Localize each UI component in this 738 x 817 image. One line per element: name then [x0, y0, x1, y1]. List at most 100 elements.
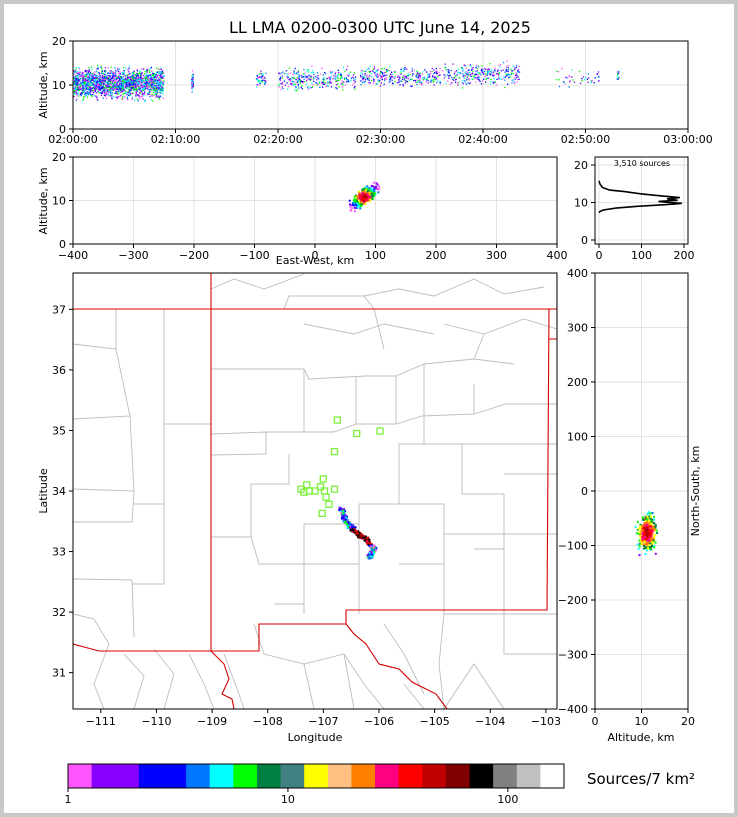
time-height-source [301, 76, 303, 78]
ew-height-source [366, 199, 369, 202]
time-height-source [499, 76, 501, 78]
ns-height-source [648, 528, 651, 531]
time-height-source [472, 72, 474, 74]
time-height-source [104, 70, 107, 72]
time-height-source [147, 74, 149, 76]
lma-station-marker [330, 447, 339, 456]
time-height-source [138, 84, 141, 86]
time-height-source [340, 74, 342, 76]
ew-height-source [373, 190, 376, 192]
time-height-source [152, 91, 155, 94]
time-height-source [278, 86, 280, 88]
time-height-source [373, 68, 375, 70]
time-height-source [471, 73, 473, 75]
time-height-source [92, 77, 95, 79]
time-height-source [101, 77, 103, 79]
time-height-source [389, 78, 392, 81]
time-height-source [129, 90, 131, 92]
time-height-source [307, 88, 309, 90]
ew-height-source [363, 201, 366, 204]
time-height-source [131, 88, 133, 90]
time-height-source [436, 81, 438, 84]
time-height-source [89, 72, 91, 75]
time-height-source [377, 68, 379, 71]
time-height-source [341, 82, 344, 84]
ns-height-source [651, 541, 654, 543]
plan-view-source [373, 548, 376, 551]
time-height-source [593, 82, 595, 84]
time-height-source [153, 79, 155, 81]
time-height-source [151, 86, 153, 88]
time-height-source [366, 74, 368, 76]
time-height-source [417, 80, 419, 82]
time-height-source [485, 68, 487, 70]
time-height-source [112, 96, 115, 98]
time-height-source [381, 76, 383, 78]
time-height-source [99, 89, 101, 91]
time-height-source [492, 73, 494, 75]
ew-height-source [359, 195, 362, 198]
time-height-source [152, 81, 154, 83]
time-height-source [103, 87, 105, 89]
time-height-source [135, 94, 137, 96]
time-height-source [122, 90, 124, 93]
time-height-source [342, 84, 344, 86]
time-height-source [111, 87, 113, 90]
time-height-source [306, 70, 308, 73]
time-height-source [90, 75, 92, 77]
time-height-source [435, 78, 437, 80]
time-height-source [157, 82, 159, 84]
time-height-source [92, 92, 95, 94]
time-height-source [507, 65, 509, 67]
time-height-source [119, 81, 121, 83]
time-height-source [135, 74, 137, 76]
time-height-source [309, 86, 311, 88]
time-height-source [360, 84, 362, 86]
time-height-source [102, 89, 104, 91]
time-height-source [131, 87, 133, 89]
ns-height-source [641, 539, 644, 542]
time-height-source [156, 79, 159, 82]
time-height-source [161, 86, 163, 89]
time-height-source [107, 91, 109, 93]
time-height-source [454, 81, 457, 83]
time-height-source [107, 67, 109, 69]
ew-tick-label: 100 [365, 249, 386, 262]
time-height-source [77, 84, 80, 86]
colorbar-cell [209, 764, 234, 788]
time-height-source [377, 79, 379, 81]
time-height-source [348, 73, 350, 75]
ns-height-source [649, 520, 652, 522]
time-height-source [110, 83, 112, 85]
time-height-source [122, 66, 125, 69]
time-height-source [404, 68, 406, 70]
time-height-source [128, 82, 130, 84]
time-height-source [383, 75, 386, 77]
time-height-source [154, 77, 156, 79]
time-height-source [505, 70, 507, 72]
time-height-source [111, 89, 113, 91]
time-height-source [425, 81, 427, 83]
time-height-source [302, 73, 304, 75]
colorbar-cell [115, 764, 140, 788]
ew-height-source [365, 198, 368, 201]
time-height-source [345, 77, 348, 79]
time-height-source [115, 76, 117, 78]
time-height-source [157, 68, 159, 70]
time-height-source [107, 77, 109, 80]
time-height-source [586, 78, 588, 80]
time-height-source [144, 85, 147, 88]
ew-height-source [372, 191, 375, 194]
time-height-source [160, 67, 162, 69]
time-height-source [321, 81, 324, 84]
histogram-line [598, 180, 682, 214]
time-height-source [101, 72, 103, 74]
time-height-source [100, 82, 103, 84]
time-height-source [447, 71, 450, 74]
time-height-source [89, 71, 92, 73]
plan-view-source [373, 550, 376, 553]
time-height-source [76, 79, 78, 81]
time-height-source [385, 68, 388, 71]
time-height-source [333, 75, 335, 77]
time-height-source [265, 72, 267, 75]
